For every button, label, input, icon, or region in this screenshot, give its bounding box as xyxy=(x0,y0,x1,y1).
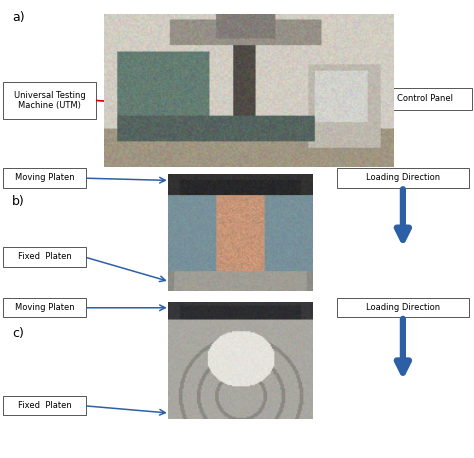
FancyBboxPatch shape xyxy=(3,247,86,267)
FancyBboxPatch shape xyxy=(3,396,86,415)
FancyBboxPatch shape xyxy=(3,298,86,317)
Text: Control Panel: Control Panel xyxy=(397,94,454,104)
Text: Loading Direction: Loading Direction xyxy=(366,303,440,312)
Text: Loading Direction: Loading Direction xyxy=(366,174,440,182)
FancyBboxPatch shape xyxy=(3,168,86,188)
Text: a): a) xyxy=(12,11,25,24)
FancyBboxPatch shape xyxy=(379,88,472,110)
FancyBboxPatch shape xyxy=(3,82,96,119)
Text: Moving Platen: Moving Platen xyxy=(15,174,74,182)
FancyBboxPatch shape xyxy=(337,168,469,188)
Text: Universal Testing
Machine (UTM): Universal Testing Machine (UTM) xyxy=(14,91,85,110)
Text: b): b) xyxy=(12,195,25,207)
Text: Fixed  Platen: Fixed Platen xyxy=(18,252,72,261)
Text: c): c) xyxy=(12,327,24,340)
FancyBboxPatch shape xyxy=(337,298,469,317)
Text: Fixed  Platen: Fixed Platen xyxy=(18,401,72,410)
Text: Moving Platen: Moving Platen xyxy=(15,303,74,312)
